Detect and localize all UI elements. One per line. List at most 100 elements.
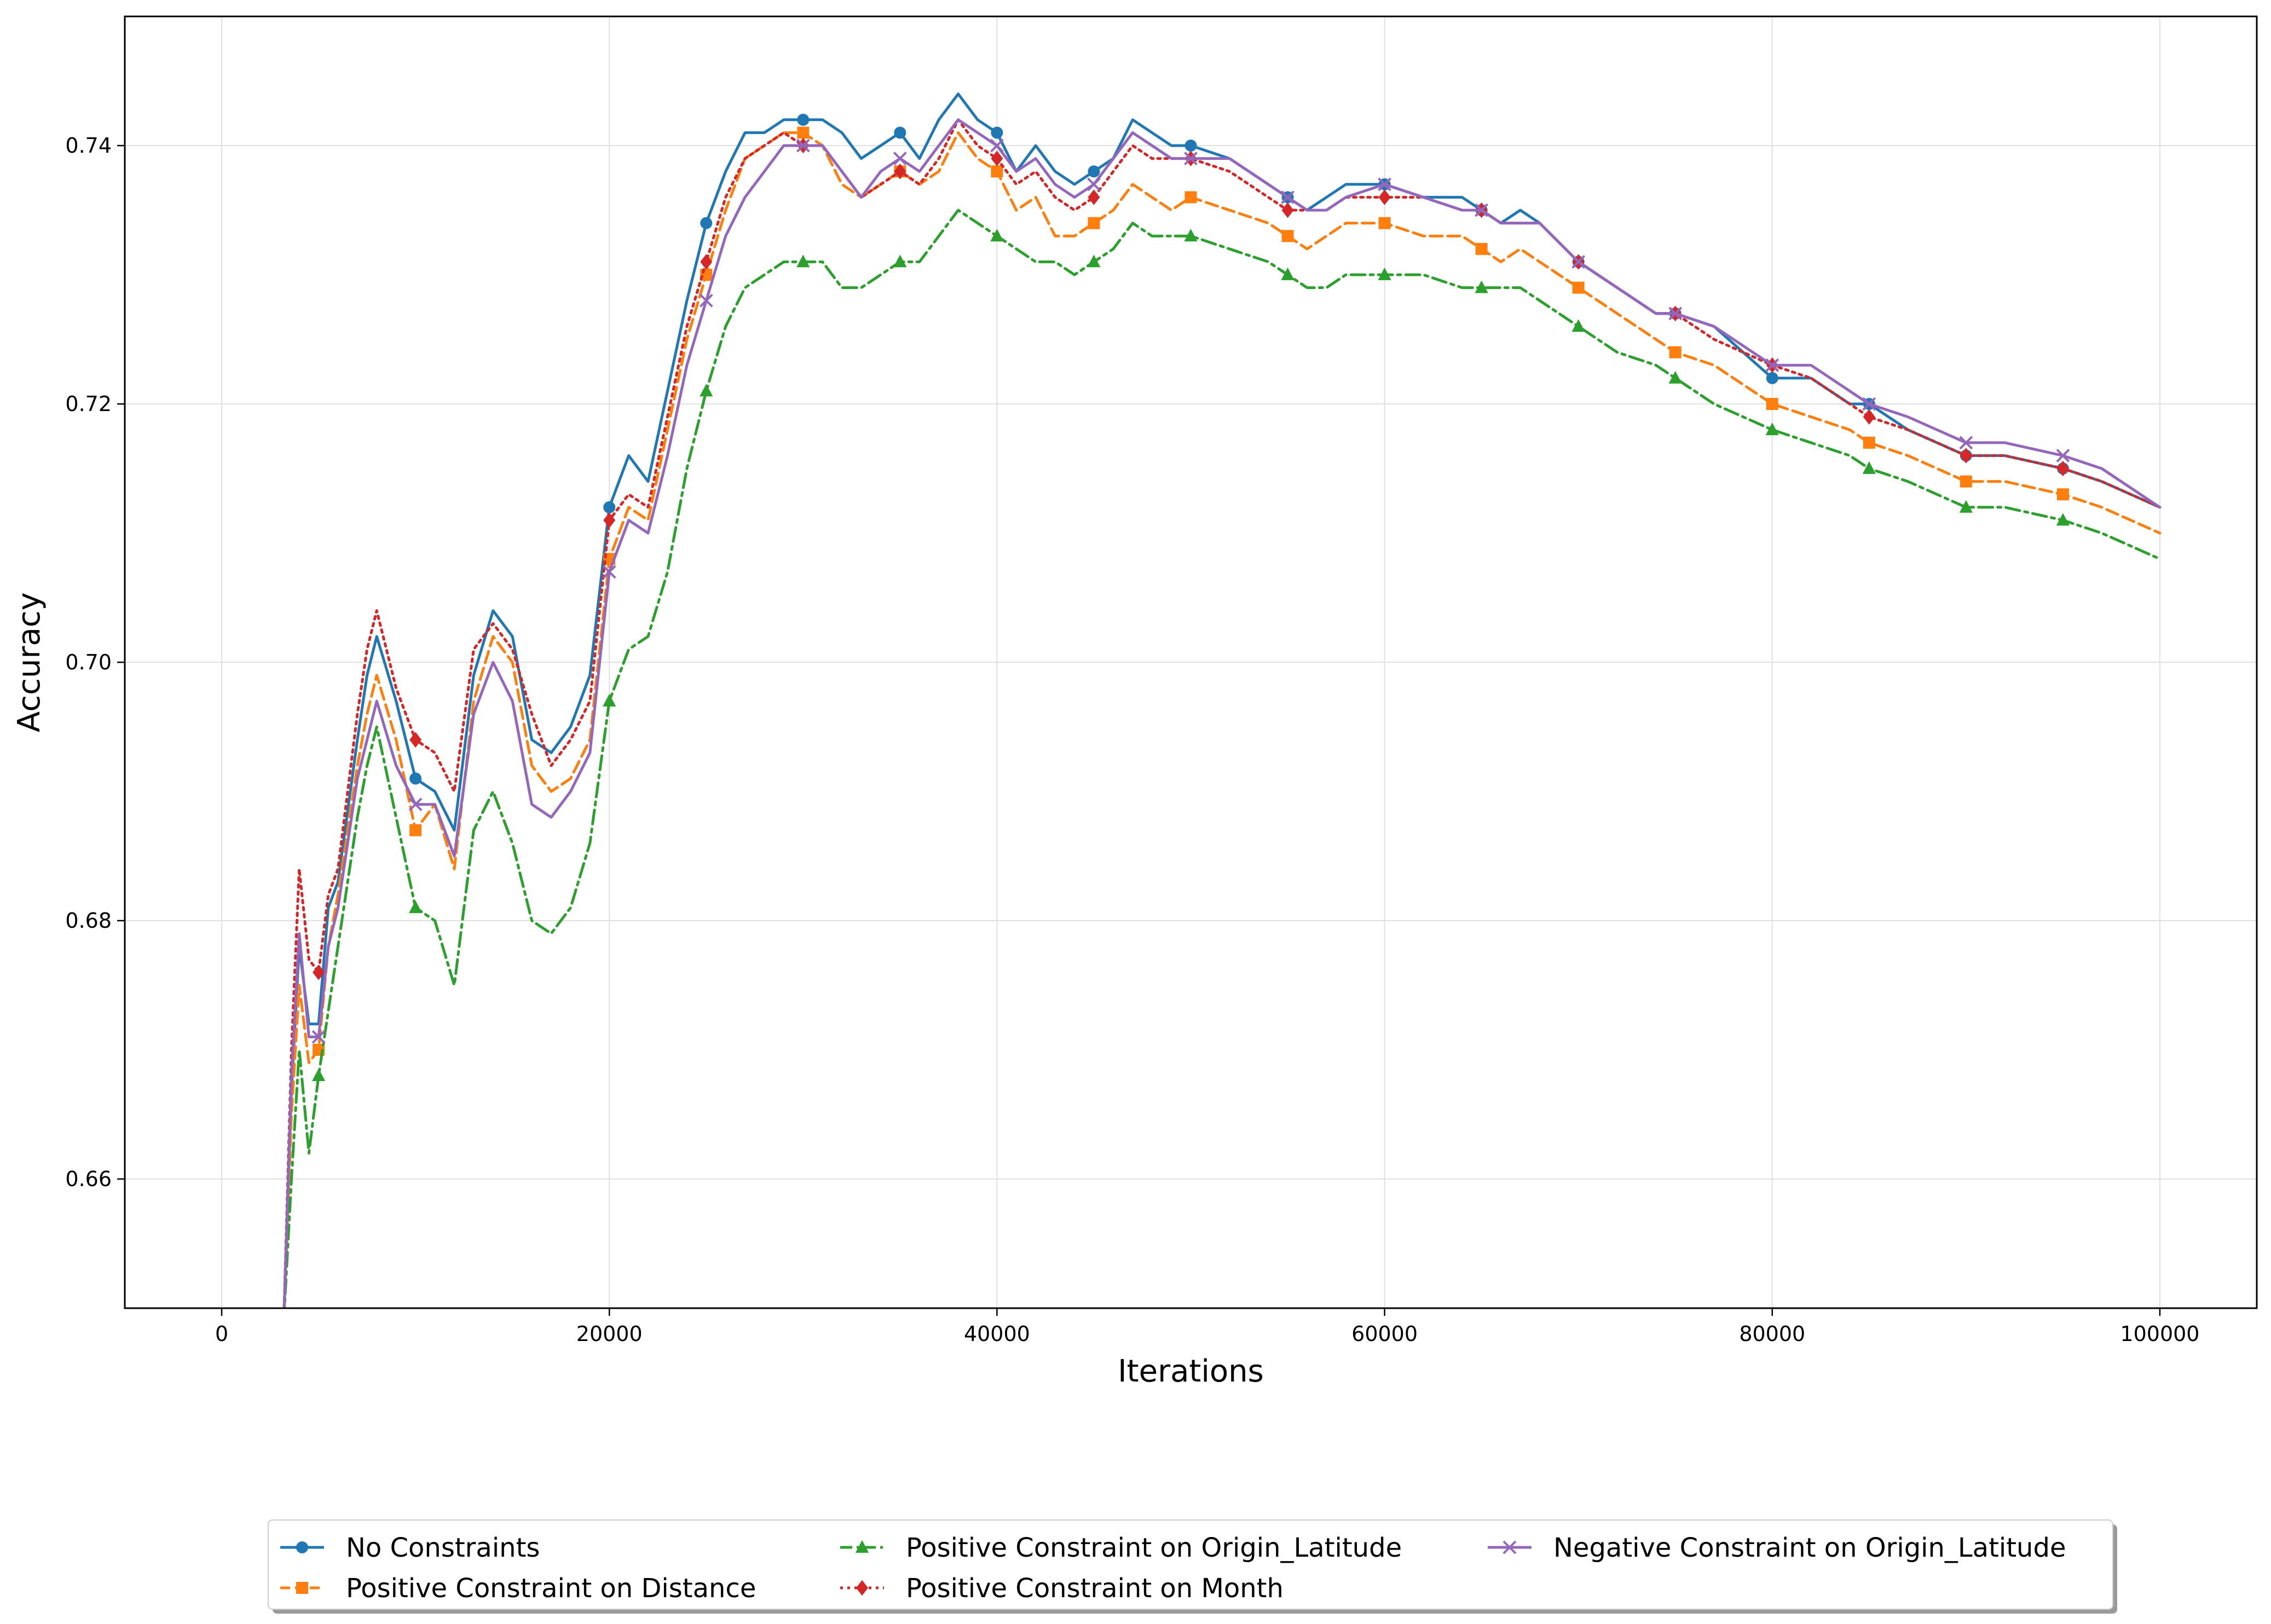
data-point-marker — [1959, 436, 1973, 450]
data-point-marker — [796, 255, 810, 268]
data-point-marker — [1766, 372, 1778, 384]
data-point-marker — [1668, 371, 1682, 384]
data-point-marker — [1087, 177, 1101, 192]
data-point-marker — [409, 900, 423, 914]
data-point-marker — [991, 151, 1003, 166]
axis-ticks: 0 20000 40000 60000 80000 100000 0.66 0.68 0.70 0… — [65, 134, 2199, 1346]
data-point-marker — [603, 693, 616, 707]
data-point-marker — [796, 138, 810, 153]
data-point-marker — [1668, 307, 1683, 321]
data-point-marker — [1765, 423, 1779, 436]
data-point-marker — [311, 1030, 326, 1044]
data-point-marker — [1669, 346, 1681, 359]
y-tick-label: 0.68 — [65, 909, 112, 933]
series-line-3 — [282, 118, 2162, 1308]
data-point-marker — [311, 1068, 326, 1082]
data-point-marker — [990, 229, 1004, 242]
data-point-marker — [409, 772, 422, 785]
data-point-marker — [1378, 267, 1391, 280]
data-point-marker — [1960, 448, 1972, 464]
data-point-marker — [603, 512, 616, 528]
grid-lines — [125, 16, 2257, 1308]
x-tick-label: 20000 — [576, 1322, 643, 1346]
data-point-marker — [1378, 177, 1392, 192]
data-point-marker — [1087, 255, 1101, 268]
data-point-marker — [1863, 436, 1875, 449]
x-tick-label: 80000 — [1739, 1322, 1805, 1346]
legend-marker — [855, 1540, 869, 1553]
x-tick-label: 60000 — [1351, 1322, 1418, 1346]
legend-marker — [296, 1541, 308, 1553]
data-point-marker — [409, 732, 422, 748]
y-tick-label: 0.72 — [65, 392, 112, 416]
data-point-marker — [991, 165, 1003, 178]
legend-marker — [1503, 1540, 1517, 1554]
data-point-marker — [1572, 281, 1585, 294]
data-point-marker — [1475, 203, 1489, 217]
data-point-marker — [2056, 513, 2070, 526]
y-axis-label: Accuracy — [11, 592, 47, 732]
data-point-marker — [700, 217, 713, 229]
data-point-marker — [1184, 191, 1197, 204]
series-line-1 — [282, 131, 2162, 1308]
data-point-marker — [1862, 397, 1876, 411]
legend: No Constraints Positive Constraint on Dis… — [268, 1519, 2117, 1614]
data-point-marker — [700, 384, 713, 397]
legend-label: Positive Constraint on Month — [906, 1573, 1284, 1604]
data-point-marker — [700, 254, 713, 270]
legend-label: Positive Constraint on Distance — [346, 1573, 756, 1604]
legend-box — [268, 1519, 2113, 1610]
data-point-marker — [1281, 202, 1294, 218]
legend-marker — [856, 1580, 868, 1596]
data-point-marker — [1088, 189, 1100, 205]
data-point-marker — [990, 138, 1004, 153]
data-point-marker — [991, 126, 1003, 139]
data-point-marker — [2056, 488, 2069, 501]
data-point-marker — [1281, 190, 1295, 204]
data-point-marker — [2056, 448, 2070, 463]
y-tick-label: 0.70 — [65, 650, 112, 674]
data-point-marker — [1378, 189, 1391, 205]
data-point-marker — [1863, 409, 1875, 425]
data-point-marker — [2056, 460, 2069, 477]
data-point-marker — [1088, 217, 1100, 229]
data-point-marker — [1862, 461, 1876, 474]
x-tick-label: 100000 — [2120, 1322, 2199, 1346]
data-point-marker — [1765, 358, 1779, 372]
legend-label: Negative Constraint on Origin_Latitude — [1553, 1533, 2066, 1563]
plot-area — [282, 93, 2162, 1308]
data-point-marker — [603, 501, 616, 513]
data-point-marker — [1184, 140, 1197, 152]
data-point-marker — [1088, 165, 1100, 178]
data-point-marker — [894, 126, 906, 139]
plot-frame — [124, 15, 2258, 1309]
legend-marker — [296, 1582, 308, 1594]
legend-label: No Constraints — [346, 1533, 540, 1563]
data-point-marker — [1766, 398, 1778, 410]
data-point-marker — [894, 163, 906, 180]
x-axis-label: Iterations — [1118, 1354, 1264, 1389]
data-point-marker — [893, 255, 907, 268]
data-point-marker — [1571, 319, 1585, 332]
data-point-marker — [1475, 242, 1488, 255]
data-point-marker — [409, 824, 422, 836]
x-tick-label: 0 — [215, 1322, 228, 1346]
series-line-4 — [282, 118, 2162, 1308]
y-tick-label: 0.74 — [65, 134, 112, 158]
x-tick-label: 40000 — [964, 1322, 1030, 1346]
data-point-marker — [1475, 280, 1488, 293]
data-point-marker — [1571, 255, 1586, 269]
data-point-marker — [1281, 230, 1294, 242]
data-point-marker — [797, 113, 810, 126]
data-point-marker — [313, 964, 325, 980]
series-lines — [282, 93, 2162, 1308]
legend-label: Positive Constraint on Origin_Latitude — [906, 1533, 1402, 1563]
data-point-marker — [797, 126, 810, 139]
y-tick-label: 0.66 — [65, 1167, 112, 1191]
data-point-marker — [408, 797, 423, 812]
series-line-0 — [282, 93, 2162, 1308]
data-point-marker — [1378, 217, 1391, 229]
data-point-marker — [1184, 152, 1198, 166]
data-point-marker — [1960, 475, 1972, 488]
